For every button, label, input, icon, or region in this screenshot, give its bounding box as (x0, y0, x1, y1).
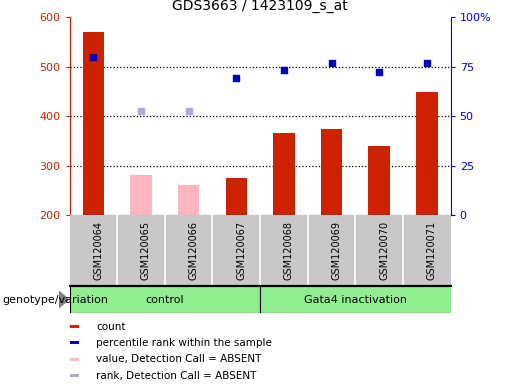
Bar (416, 93, 438, 215)
Bar (70, 325, 79, 328)
Text: GSM120071: GSM120071 (427, 221, 437, 280)
Text: GSM120070: GSM120070 (379, 221, 389, 280)
Bar (130, 175, 152, 215)
Text: control: control (146, 295, 184, 305)
Text: GSM120067: GSM120067 (236, 221, 246, 280)
Bar (82, 32, 104, 215)
Bar (70, 341, 79, 344)
Bar (70, 358, 79, 361)
Title: GDS3663 / 1423109_s_at: GDS3663 / 1423109_s_at (172, 0, 348, 13)
Text: percentile rank within the sample: percentile rank within the sample (96, 338, 272, 348)
Text: GSM120068: GSM120068 (284, 221, 294, 280)
Text: count: count (96, 322, 126, 332)
Bar (273, 134, 295, 215)
Bar (226, 178, 247, 215)
Bar (260, 286, 451, 313)
Text: GSM120064: GSM120064 (93, 221, 104, 280)
Bar (70, 374, 79, 377)
Text: genotype/variation: genotype/variation (3, 295, 109, 305)
Text: GSM120066: GSM120066 (188, 221, 199, 280)
Text: GSM120065: GSM120065 (141, 221, 151, 280)
Bar (321, 129, 342, 215)
Text: Gata4 inactivation: Gata4 inactivation (304, 295, 407, 305)
Polygon shape (59, 291, 68, 308)
Text: GSM120069: GSM120069 (332, 221, 341, 280)
Text: value, Detection Call = ABSENT: value, Detection Call = ABSENT (96, 354, 262, 364)
Text: rank, Detection Call = ABSENT: rank, Detection Call = ABSENT (96, 371, 256, 381)
Bar (178, 185, 199, 215)
Bar (368, 146, 390, 215)
Bar (70, 286, 260, 313)
